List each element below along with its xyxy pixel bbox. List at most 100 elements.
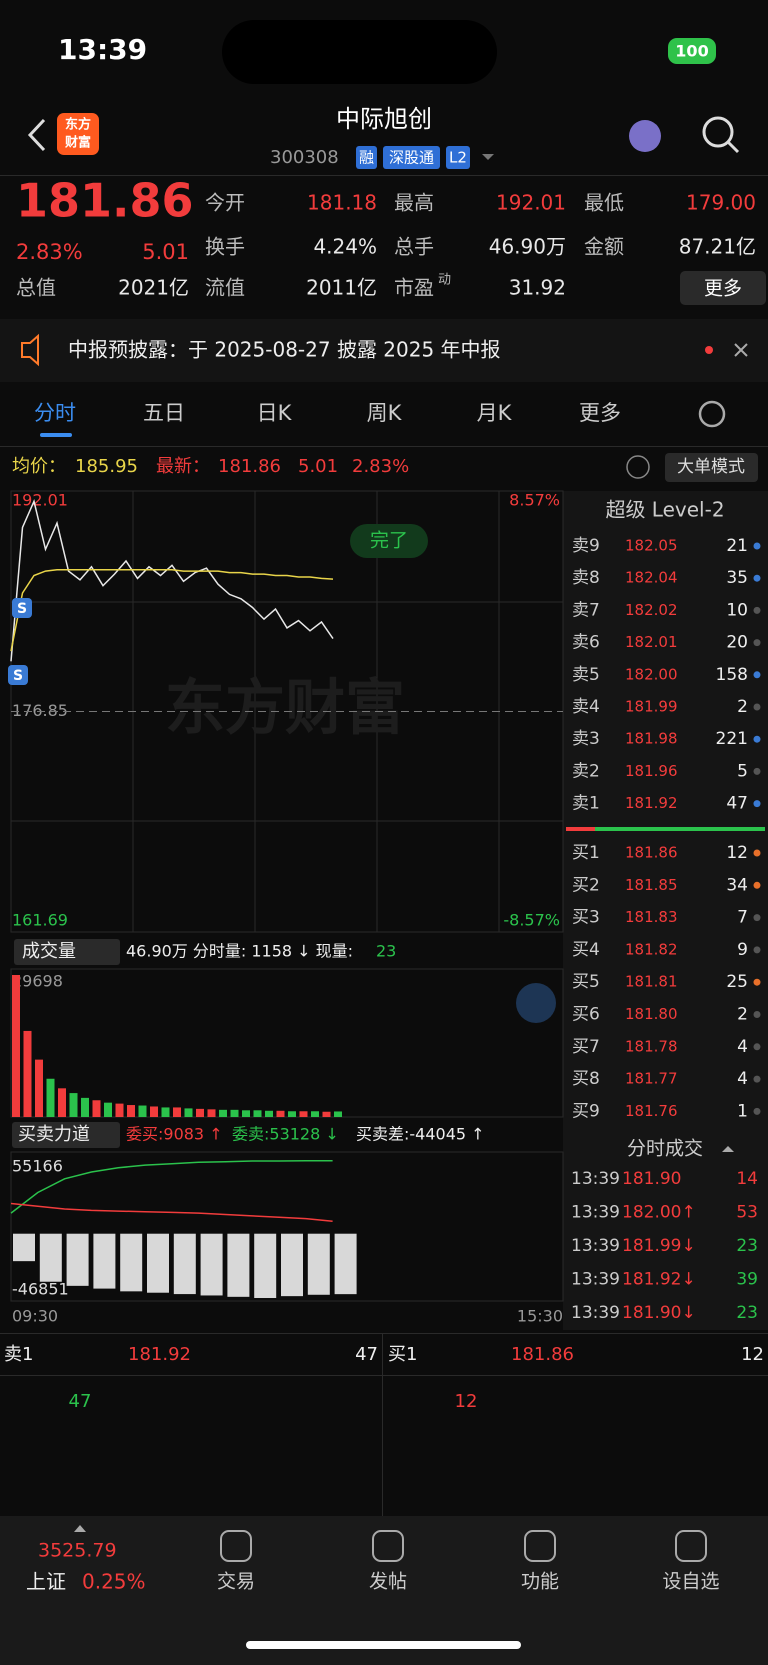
strength-bid: 委买:9083 ↑ [126, 1125, 223, 1144]
last-price: 181.86 [16, 174, 194, 228]
book-dot [753, 946, 761, 954]
bid-line [10, 1202, 333, 1222]
diff-bar [254, 1233, 277, 1298]
latest-change-pct: 2.83% [352, 456, 409, 477]
more-button-label[interactable]: 更多 [704, 278, 742, 300]
volume-summary: 46.90万 分时量: 1158 ↓ 现量: [126, 942, 353, 961]
expand-button[interactable] [516, 983, 556, 1023]
mode-button[interactable] [665, 453, 758, 482]
diff-bar [147, 1233, 169, 1293]
index-change[interactable]: 0.25% [82, 1570, 146, 1594]
volume-selector-label[interactable]: 成交量 [22, 941, 76, 962]
tab[interactable]: 日K [257, 401, 293, 425]
volume-bar [299, 1111, 308, 1117]
volume-bar [276, 1110, 285, 1117]
more-button[interactable] [680, 271, 766, 305]
notice-bar[interactable] [0, 319, 768, 382]
book-dot [753, 639, 761, 647]
book-price: 181.81 [625, 973, 678, 991]
book-label: 买9 [572, 1101, 600, 1121]
book-ratio-ask [566, 827, 595, 831]
dropdown-arrow [482, 154, 494, 160]
volume-bar [46, 1078, 55, 1117]
nav-item[interactable]: 交易 [217, 1571, 255, 1593]
diff-bar [307, 1233, 330, 1295]
divider [0, 1333, 768, 1334]
book-label: 买2 [572, 875, 600, 895]
trade-qty: 53 [736, 1203, 758, 1223]
settings-icon[interactable] [698, 400, 726, 428]
help-icon[interactable] [626, 455, 650, 479]
diff-bar [200, 1233, 223, 1296]
close-icon[interactable] [734, 343, 748, 357]
book-qty: 7 [737, 908, 748, 928]
field-label: 流值 [205, 276, 245, 300]
book-dot [753, 703, 761, 711]
book-qty: 20 [726, 633, 748, 653]
book-price: 181.99 [625, 698, 678, 716]
book-dot [753, 606, 761, 614]
volume-bar [92, 1100, 101, 1117]
change: 5.01 [142, 240, 189, 264]
field-value: 179.00 [686, 191, 756, 215]
book-dot [753, 542, 761, 550]
nav-item[interactable]: 功能 [521, 1571, 559, 1593]
book-price: 181.96 [625, 762, 678, 780]
nav-icon[interactable] [372, 1530, 404, 1562]
trade-time: 13:39 [571, 1236, 620, 1256]
diff-bar [93, 1233, 116, 1289]
book-qty: 10 [726, 600, 748, 620]
nav-icon[interactable] [220, 1530, 252, 1562]
latest-label: 最新： [156, 456, 210, 477]
tab[interactable]: 五日 [143, 401, 185, 425]
search-icon[interactable] [702, 116, 734, 148]
nav-item[interactable]: 设自选 [662, 1571, 719, 1593]
diff-bar [334, 1233, 357, 1295]
field-value: 192.01 [496, 191, 566, 215]
y-tick-label: 29698 [12, 972, 63, 991]
book-label: 买1 [572, 843, 600, 863]
tab[interactable]: 周K [367, 401, 403, 425]
book-qty: 2 [737, 1005, 748, 1025]
book-dot [753, 1075, 761, 1083]
diff-bar [39, 1233, 62, 1282]
index-name[interactable]: 上证 [26, 1570, 66, 1594]
best-ask-price: 181.92 [128, 1344, 191, 1365]
index-arrow [74, 1525, 86, 1532]
field-label: 换手 [205, 235, 245, 259]
trade-time: 13:39 [571, 1270, 620, 1290]
nav-item[interactable]: 发帖 [369, 1571, 407, 1593]
marker [12, 598, 32, 618]
diff-bar [13, 1233, 35, 1262]
book-price: 181.77 [625, 1070, 678, 1088]
trade-time: 13:39 [571, 1169, 620, 1189]
status-time: 13:39 [58, 33, 147, 66]
index-value[interactable]: 3525.79 [38, 1540, 117, 1562]
nav-icon[interactable] [524, 1530, 556, 1562]
book-price: 182.00 [625, 665, 678, 683]
level2-panel [563, 491, 768, 1330]
best-ask-qty: 47 [355, 1344, 378, 1365]
battery [668, 38, 716, 64]
book-qty: 9 [737, 940, 748, 960]
trade-qty: 14 [736, 1169, 758, 1189]
tab[interactable]: 月K [477, 401, 513, 425]
trade-price: 181.92↓ [622, 1270, 696, 1290]
field-label: 金额 [584, 235, 624, 259]
best-bid-label: 买1 [388, 1344, 417, 1365]
strength-selector-label[interactable]: 买卖力道 [18, 1124, 90, 1145]
back-button[interactable] [27, 118, 46, 152]
book-price: 182.02 [625, 601, 678, 619]
mode-button-label[interactable]: 大单模式 [677, 457, 745, 477]
strength-selector[interactable] [12, 1122, 120, 1148]
tab[interactable]: 更多 [579, 401, 621, 425]
volume-selector[interactable] [14, 939, 120, 965]
field-label: 最高 [394, 191, 434, 215]
tab[interactable]: 分时 [34, 401, 76, 425]
book-qty: 12 [726, 843, 748, 863]
book-qty: 35 [726, 568, 748, 588]
nav-icon[interactable] [675, 1530, 707, 1562]
robot-icon[interactable] [629, 120, 661, 152]
book-qty: 2 [737, 697, 748, 717]
level2-title: 超级 Level-2 [605, 498, 724, 522]
